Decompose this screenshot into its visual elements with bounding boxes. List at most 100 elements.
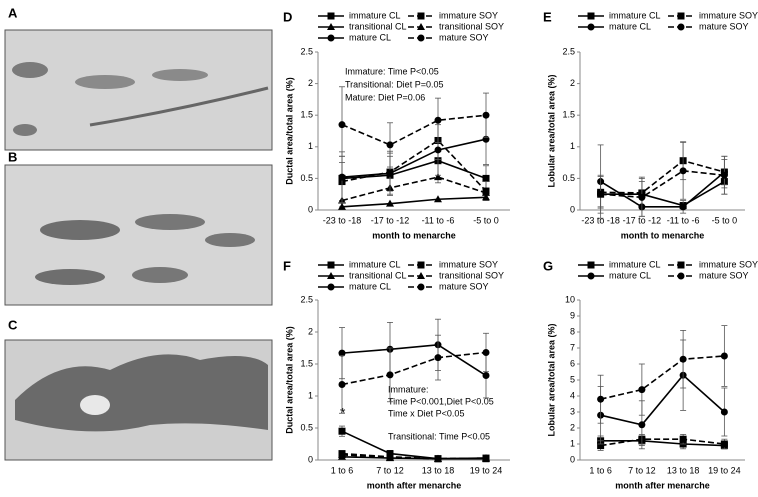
annotation: * <box>340 405 346 421</box>
annotation: Time x Diet P<0.05 <box>388 408 464 418</box>
y-axis-label: Lobular area/total area (%) <box>546 323 556 436</box>
series-line <box>600 159 725 194</box>
x-tick-label: 7 to 12 <box>628 465 656 475</box>
x-tick-label: -5 to 0 <box>473 215 499 225</box>
y-tick-label: 6 <box>570 358 575 368</box>
y-axis-label: Lobular area/total area (%) <box>546 74 556 187</box>
x-tick-label: -23 to -18 <box>323 215 362 225</box>
legend-marker <box>417 23 425 30</box>
panel-label: C <box>8 317 18 332</box>
marker-circle <box>679 167 687 175</box>
y-tick-label: 2.5 <box>562 46 575 56</box>
y-tick-label: 1.5 <box>300 358 313 368</box>
legend-label: transitional CL <box>349 21 407 31</box>
marker-triangle <box>338 450 346 458</box>
y-tick-label: 2 <box>308 78 313 88</box>
legend-label: mature CL <box>609 21 651 31</box>
x-tick-label: 1 to 6 <box>331 465 354 475</box>
y-tick-label: 10 <box>565 294 575 304</box>
y-tick-label: 1 <box>570 438 575 448</box>
legend-marker <box>327 261 335 269</box>
legend-label: mature CL <box>349 281 391 291</box>
legend-label: immature SOY <box>699 10 758 20</box>
y-tick-label: 0 <box>308 454 313 464</box>
legend-label: immature SOY <box>699 259 758 269</box>
legend-marker <box>677 261 685 269</box>
x-tick-label: 13 to 18 <box>422 465 455 475</box>
series-line <box>600 171 725 208</box>
y-tick-label: 7 <box>570 342 575 352</box>
chart: F 0 0.5 1 1.5 2 2.5 1 to 6 7 to 12 13 to 18 19 to … <box>283 258 510 490</box>
x-tick-label: 1 to 6 <box>589 465 612 475</box>
marker-circle <box>386 169 394 177</box>
marker-triangle <box>434 195 442 203</box>
legend-marker <box>417 272 425 279</box>
annotation: Immature: <box>388 384 429 394</box>
marker-square <box>679 435 687 443</box>
y-tick-label: 9 <box>570 310 575 320</box>
legend-marker <box>327 283 335 291</box>
x-tick-label: 13 to 18 <box>667 465 700 475</box>
x-axis-label: month to menarche <box>372 230 456 240</box>
x-tick-label: -17 to -12 <box>371 215 410 225</box>
marker-circle <box>338 349 346 357</box>
series-line <box>600 439 725 447</box>
marker-circle <box>338 173 346 181</box>
marker-circle <box>720 171 728 179</box>
marker-triangle <box>386 453 394 461</box>
legend-marker <box>417 283 425 291</box>
chart: G 0 1 2 3 4 5 6 7 8 9 10 1 to 6 7 to 12 13 to 18 19 to … <box>543 258 758 490</box>
legend-marker <box>327 12 335 20</box>
marker-circle <box>597 190 605 198</box>
y-tick-label: 2 <box>570 78 575 88</box>
panel-label: A <box>8 5 18 20</box>
marker-circle <box>338 121 346 129</box>
legend-marker <box>677 23 685 31</box>
y-tick-label: 3 <box>570 406 575 416</box>
y-tick-label: 8 <box>570 326 575 336</box>
y-tick-label: 0.5 <box>300 422 313 432</box>
legend-marker <box>677 272 685 280</box>
y-axis-label: Ductal area/total area (%) <box>284 77 294 185</box>
x-tick-label: -17 to -12 <box>623 215 662 225</box>
annotation: Transitional: Diet P=0.05 <box>345 79 443 89</box>
annotation: Time P<0.001,Diet P<0.05 <box>388 396 494 406</box>
marker-circle <box>482 348 490 356</box>
marker-circle <box>638 421 646 429</box>
legend-marker <box>417 34 425 42</box>
marker-circle <box>679 203 687 211</box>
annotation: Transitional: Time P<0.05 <box>388 431 490 441</box>
micrograph-b <box>4 164 273 306</box>
marker-circle <box>720 352 728 360</box>
legend-marker <box>587 12 595 20</box>
marker-circle <box>638 386 646 394</box>
series-line <box>341 159 487 180</box>
legend-label: immature CL <box>609 259 661 269</box>
micrograph-a <box>4 29 273 151</box>
y-tick-label: 0.5 <box>562 173 575 183</box>
micrograph-c <box>4 339 273 461</box>
legend-label: mature SOY <box>699 270 749 280</box>
legend-label: transitional SOY <box>439 270 504 280</box>
series-line <box>600 374 725 426</box>
panel-label: E <box>543 9 552 24</box>
legend-marker <box>677 12 685 20</box>
marker-triangle <box>434 454 442 462</box>
marker-circle <box>638 193 646 201</box>
legend-marker <box>587 23 595 31</box>
legend-label: immature CL <box>349 10 401 20</box>
x-tick-label: 19 to 24 <box>470 465 503 475</box>
series-line <box>341 351 487 386</box>
marker-square <box>720 440 728 448</box>
y-tick-label: 0 <box>570 204 575 214</box>
chart: E 0 0.5 1 1.5 2 2.5 -23 to -18 -17 to -12 -11 to … <box>543 9 758 240</box>
marker-circle <box>597 395 605 403</box>
y-tick-label: 1.5 <box>562 110 575 120</box>
legend-marker <box>587 272 595 280</box>
y-tick-label: 1 <box>308 390 313 400</box>
marker-circle <box>482 372 490 380</box>
marker-square <box>338 427 346 435</box>
marker-circle <box>482 111 490 119</box>
y-tick-label: 4 <box>570 390 575 400</box>
marker-circle <box>386 371 394 379</box>
